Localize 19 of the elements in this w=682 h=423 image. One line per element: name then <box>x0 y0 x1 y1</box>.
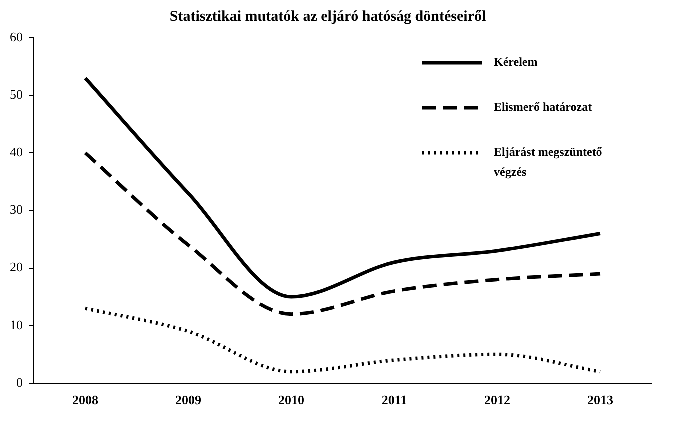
y-tick-label: 0 <box>16 374 23 390</box>
legend-label: Eljárást megszüntető végzés <box>494 145 602 180</box>
chart-title: Statisztikai mutatók az eljáró hatóság döntéseiről <box>170 8 486 25</box>
y-tick-label: 50 <box>10 86 23 102</box>
y-tick-label: 60 <box>10 29 23 44</box>
legend-label: Elismerő határozat <box>494 100 592 114</box>
x-tick-label: 2010 <box>278 392 304 408</box>
y-tick-label: 20 <box>10 260 23 275</box>
x-tick-label: 2009 <box>176 392 202 408</box>
x-tick-label: 2012 <box>484 392 510 408</box>
y-tick-label: 30 <box>10 202 23 218</box>
y-tick-label: 40 <box>10 144 23 160</box>
legend-label: Kérelem <box>494 55 538 70</box>
y-tick-label: 10 <box>10 317 23 332</box>
line-series <box>84 306 602 374</box>
line-series <box>84 76 602 299</box>
x-tick-label: 2013 <box>588 392 614 408</box>
x-tick-label: 2008 <box>72 392 99 408</box>
x-tick-label: 2011 <box>382 392 408 408</box>
